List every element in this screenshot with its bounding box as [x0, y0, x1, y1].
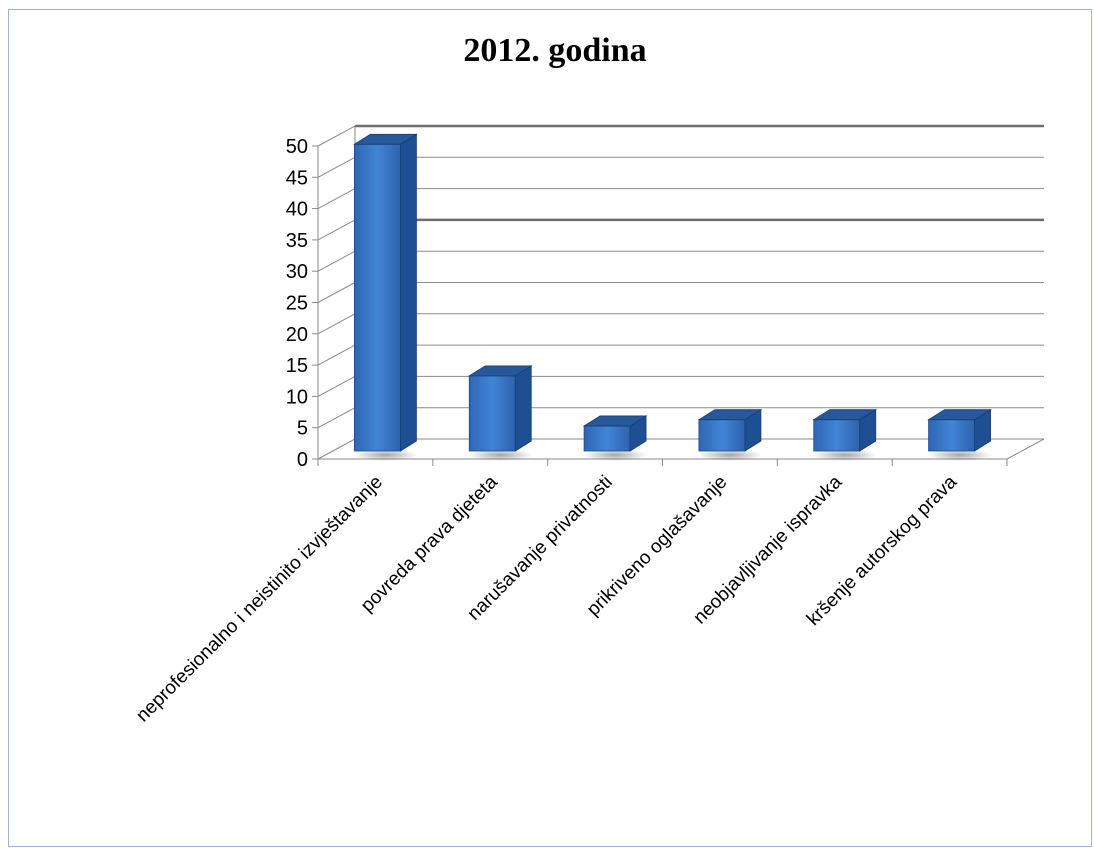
gridline-diagonal — [317, 250, 356, 272]
gridline-diagonal — [317, 313, 356, 335]
y-tick-label: 35 — [286, 230, 308, 252]
bar-side — [514, 365, 532, 452]
bar-shadow — [812, 449, 877, 461]
y-tick-label: 25 — [286, 293, 308, 315]
y-tick-label: 45 — [286, 167, 308, 189]
bar-side — [400, 133, 417, 452]
gridline-diagonal — [317, 375, 356, 397]
bar-shadow — [468, 449, 533, 461]
bar — [354, 143, 401, 452]
gridline-diagonal — [317, 219, 356, 241]
y-tick-label: 20 — [286, 324, 308, 346]
gridline-diagonal — [317, 407, 356, 429]
y-tick-label: 10 — [286, 386, 308, 408]
gridline-diagonal — [317, 188, 356, 210]
gridline-diagonal — [317, 344, 356, 366]
chart-frame — [8, 9, 1092, 847]
bar-top — [812, 409, 878, 421]
bar — [928, 419, 975, 452]
bar — [583, 425, 631, 452]
bar-shadow — [353, 449, 418, 461]
gridline-diagonal — [317, 156, 356, 178]
y-tick-label: 0 — [297, 449, 308, 471]
bar-shadow — [697, 449, 763, 461]
gridline-diagonal — [317, 282, 356, 303]
bars — [353, 133, 992, 461]
y-tick-label: 40 — [286, 199, 308, 221]
bar — [813, 419, 861, 452]
bar-shadow — [927, 449, 992, 461]
y-tick-label: 30 — [286, 261, 308, 283]
axes — [312, 126, 1045, 466]
bar-top — [927, 409, 992, 421]
gridlines — [317, 124, 1044, 460]
y-tick-label: 15 — [286, 355, 308, 377]
x-tick-label: neprofesionalno i neistinito izvještavan… — [132, 472, 387, 727]
bar-shadow — [582, 449, 648, 461]
gridline-diagonal — [317, 438, 356, 460]
gridline-diagonal — [317, 125, 356, 147]
bar-top — [353, 133, 418, 145]
floor-edge — [1006, 438, 1045, 460]
y-tick-label: 50 — [286, 136, 308, 158]
bar-top — [697, 409, 763, 421]
bar-top — [467, 365, 533, 377]
bar-top — [582, 415, 648, 427]
chart-title: 2012. godina — [463, 32, 647, 69]
bar — [698, 419, 746, 452]
y-tick-label: 5 — [297, 418, 308, 440]
bar — [468, 375, 516, 452]
